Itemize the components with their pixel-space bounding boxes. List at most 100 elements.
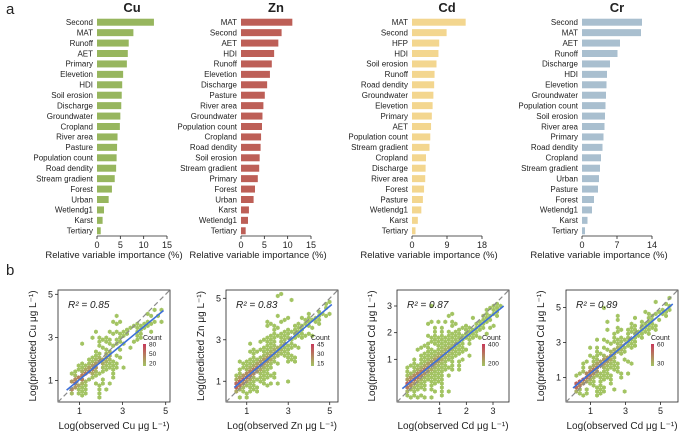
bar-cropland <box>582 154 601 162</box>
y-axis-label: Log(predicted Zn μg L⁻¹) <box>196 291 207 401</box>
hexbin-cell <box>262 365 266 370</box>
bar-label-elevetion: Elevetion <box>60 70 93 79</box>
hexbin-cell <box>286 327 291 333</box>
hexbin-cell <box>433 325 437 331</box>
bar-forest <box>582 196 594 203</box>
hexbin-cell <box>426 373 430 378</box>
hexbin-cell <box>584 391 589 396</box>
hexbin-cell <box>588 381 593 386</box>
hexbin-cell <box>265 363 270 368</box>
bar-tertiary <box>582 227 585 235</box>
hexbin-cell <box>436 343 441 348</box>
bar-label-population-count: Population count <box>33 154 93 163</box>
hexbin-cell <box>605 339 610 344</box>
hexbin-cell <box>286 359 291 364</box>
hexbin-cell <box>244 383 249 388</box>
hexbin-cell <box>234 377 239 382</box>
hexbin-cell <box>598 391 603 396</box>
x-tick-label: 18 <box>477 240 487 250</box>
hexbin-cell <box>408 383 413 388</box>
hexbin-cell <box>237 359 242 364</box>
hexbin-cell <box>80 393 85 398</box>
hexbin-cell <box>275 325 280 331</box>
one-to-one-line <box>225 289 339 403</box>
hexbin-cell <box>272 359 277 364</box>
hexbin-cell <box>429 383 434 388</box>
hexbin-cell <box>268 349 273 354</box>
hexbin-cell <box>429 375 434 380</box>
hexbin-cell <box>90 355 95 360</box>
hexbin-cell <box>650 325 655 331</box>
bar-label-karst: Karst <box>389 216 408 225</box>
bar-stream-gradient <box>97 175 115 183</box>
hexbin-cell <box>422 387 427 392</box>
hexbin-cell <box>268 373 273 378</box>
hexbin-cell <box>412 389 417 394</box>
hexbin-cell <box>584 387 589 392</box>
bar-label-second: Second <box>66 18 93 27</box>
hexbin-cell <box>467 325 472 331</box>
hexbin-cell <box>251 347 256 352</box>
hexbin-cell <box>282 349 287 354</box>
hexbin-cell <box>577 391 582 396</box>
legend-tick-label: 60 <box>657 342 665 349</box>
one-to-one-line <box>57 289 171 403</box>
hexbin-cell <box>453 333 458 339</box>
hexbin-cell <box>664 313 668 319</box>
hexbin-cell <box>415 383 420 388</box>
hexbin-cell <box>422 363 427 368</box>
hexbin-cell <box>237 395 242 400</box>
hexbin-cell <box>255 385 259 390</box>
bar-label-pasture: Pasture <box>65 143 93 152</box>
hexbin-cell <box>306 331 311 337</box>
hexbin-cell <box>244 391 249 396</box>
hexbin-cell <box>481 325 486 331</box>
hexbin-cell <box>100 365 105 370</box>
hexbin-cell <box>439 365 444 370</box>
hexbin-cell <box>426 357 430 362</box>
hexbin-cell <box>608 373 613 378</box>
hexbin-cell <box>265 319 270 325</box>
hexbin-cell <box>426 345 430 350</box>
hexbin-cell <box>422 351 427 356</box>
bar-panel-title: Cu <box>123 0 140 15</box>
bar-label-wetlendg1: Wetlendg1 <box>370 206 409 215</box>
hexbin-cell <box>87 357 91 362</box>
bar-cropland <box>241 133 262 141</box>
hexbin-cell <box>622 345 627 350</box>
hexbin-cell <box>90 371 95 376</box>
bar-river-area <box>241 102 264 110</box>
hexbin-cell <box>303 321 308 327</box>
bar-label-mat: MAT <box>392 18 408 27</box>
hexbin-cell <box>608 365 613 370</box>
bar-label-road-dendity: Road dendity <box>46 164 93 173</box>
hexbin-cell <box>97 343 102 348</box>
bar-elevetion <box>241 70 270 78</box>
hexbin-cell <box>272 371 277 376</box>
hexbin-cell <box>467 341 472 346</box>
bar-hfp <box>412 39 440 47</box>
bar-label-karst: Karst <box>218 206 237 215</box>
hexbin-cell <box>405 373 410 378</box>
hexbin-cell <box>574 373 579 378</box>
hexbin-cell <box>595 349 599 354</box>
hexbin-cell <box>460 349 465 354</box>
bar-soil-erosion <box>97 91 122 99</box>
hexbin-cell <box>272 331 277 337</box>
hexbin-cell <box>251 383 256 388</box>
hexbin-cell <box>484 311 489 317</box>
hexbin-cell <box>667 307 672 313</box>
hexbin-cell <box>619 375 624 380</box>
x-tick-label: 1 <box>588 406 593 416</box>
hexbin-cell <box>595 357 599 362</box>
hexbin-cell <box>299 315 304 321</box>
panel-label-a: a <box>6 1 15 18</box>
hexbin-cell <box>138 323 143 329</box>
bar-label-hdi: HDI <box>564 70 578 79</box>
hexbin-cell <box>612 335 617 340</box>
hexbin-cell <box>279 331 284 337</box>
hexbin-cell <box>598 371 603 376</box>
hexbin-cell <box>453 337 458 342</box>
hexbin-cell <box>262 337 266 342</box>
